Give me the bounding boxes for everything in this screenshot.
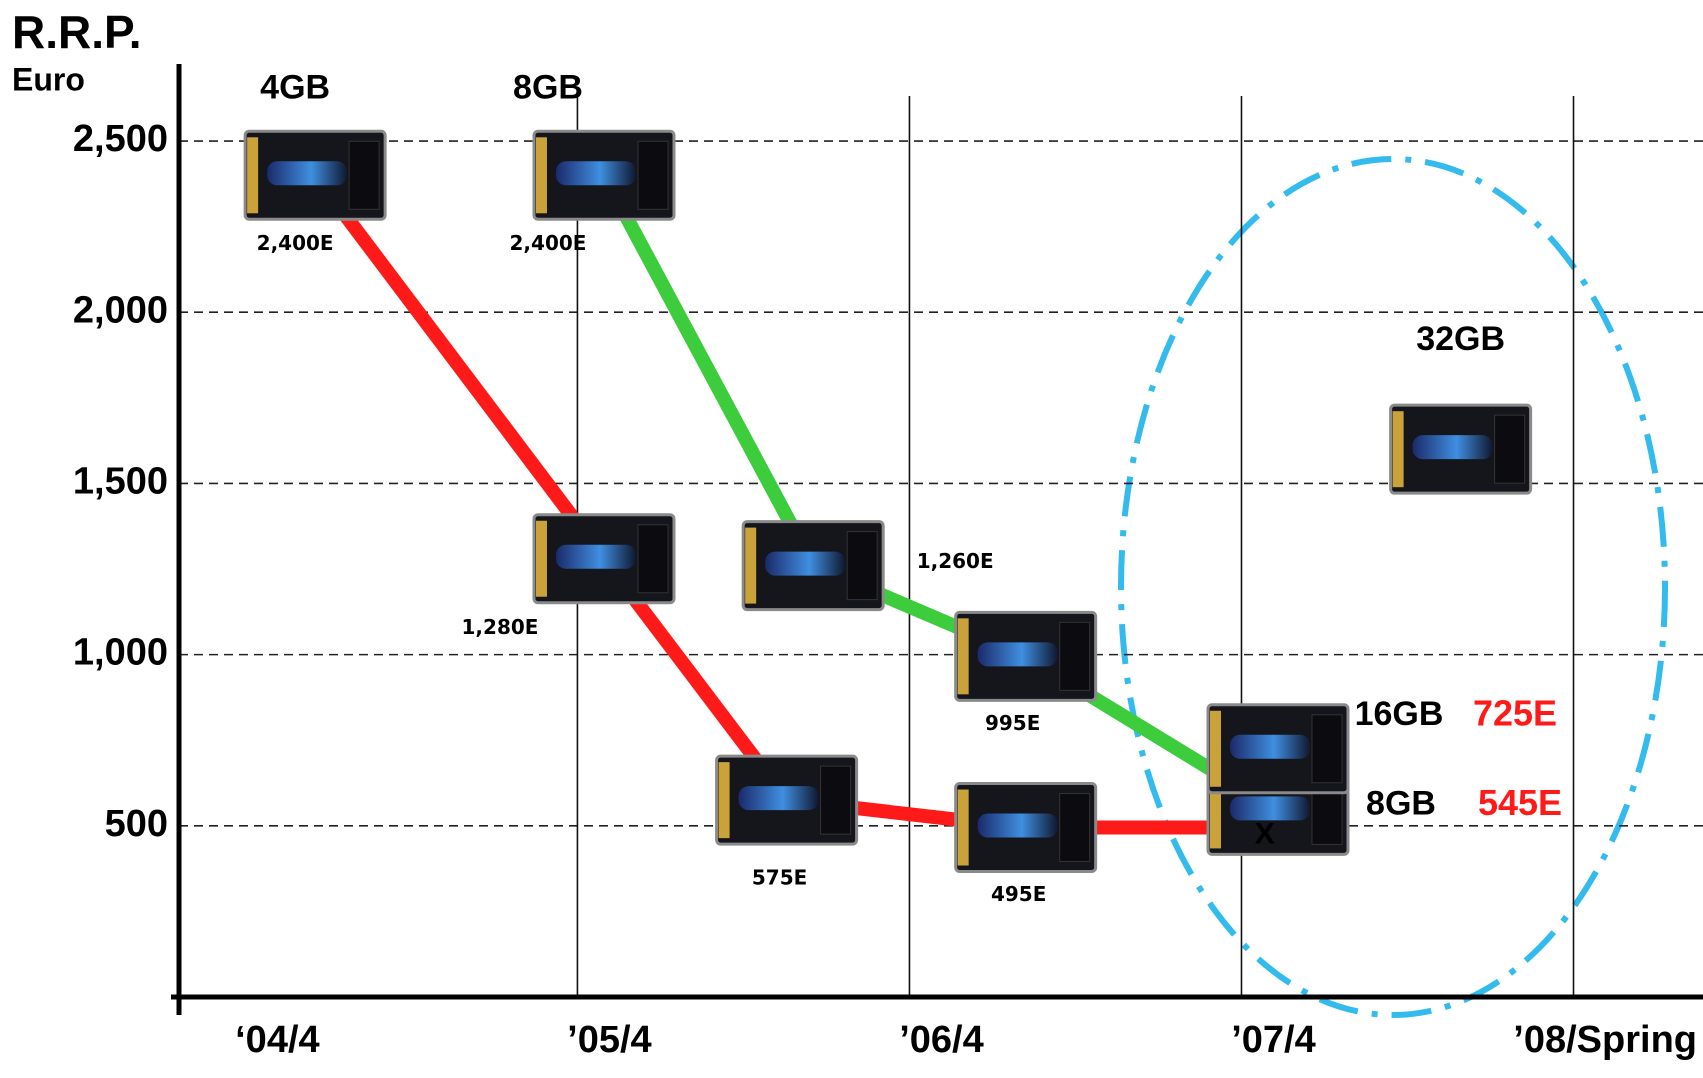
chart-title: R.R.P. [12,6,142,58]
highlight-ellipse [1118,156,1668,1018]
value-label: 1,260E [917,549,994,573]
card-contacts [718,762,730,839]
card-swoosh [267,161,348,186]
card-contacts [745,527,757,604]
card-swoosh [1412,435,1493,460]
value-label: 495E [991,882,1046,906]
memory-card [715,754,859,846]
y-tick-label: 1,500 [73,460,168,502]
card-window [348,140,380,210]
memory-card [741,520,885,612]
series-name: 8GB [1366,784,1436,822]
card-window [637,140,669,210]
card-swoosh [555,544,636,569]
card-contacts [1392,411,1404,488]
card-swoosh [765,551,846,576]
value-label: 2,400E [257,231,334,255]
card-swoosh [738,786,819,811]
value-label: 2,400E [510,231,587,255]
series-name: 8GB [513,68,583,106]
memory-card [954,782,1098,874]
card-swoosh [977,642,1058,667]
series-name: 4GB [260,68,330,106]
y-tick-label: 1,000 [73,632,168,674]
x-tick-label: ’05/4 [567,1019,652,1061]
card-window [1311,714,1343,784]
x-tick-label: ‘04/4 [235,1019,320,1061]
end-annotation: X [1255,817,1275,850]
y-tick-label: 2,500 [73,118,168,160]
value-label: 1,280E [462,615,539,639]
value-label: 545E [1478,782,1562,823]
card-swoosh [1230,734,1311,759]
series-line [597,171,1282,817]
value-label: 995E [985,711,1040,735]
card-window [846,531,878,601]
memory-card [1389,403,1533,495]
card-contacts [535,137,547,214]
y-tick-label: 2,000 [73,289,168,331]
series-name: 32GB [1416,320,1505,358]
x-tick-label: ’07/4 [1231,1019,1316,1061]
card-swoosh [1230,796,1311,821]
card-contacts [535,520,547,597]
memory-card [532,129,676,221]
cards [243,129,1533,874]
memory-card [243,129,387,221]
card-window [1059,621,1091,691]
card-contacts [1210,710,1222,787]
y-tick-label: 500 [105,803,168,845]
value-label: 725E [1473,692,1557,733]
value-label: 575E [752,866,807,890]
card-swoosh [555,161,636,186]
series-name: 16GB [1355,695,1444,733]
card-window [1494,414,1526,484]
card-swoosh [977,813,1058,838]
x-tick-label: ’08/Spring [1513,1019,1697,1061]
memory-card [1206,703,1350,795]
card-contacts [247,137,259,214]
card-contacts [957,789,969,866]
card-contacts [957,618,969,695]
memory-card [532,513,676,605]
x-tick-label: ’06/4 [899,1019,984,1061]
card-window [1059,793,1091,863]
lines [309,171,1282,835]
memory-card [954,610,1098,702]
card-window [820,765,852,835]
y-axis-label: Euro [12,61,85,97]
labels: 2,400E 1,280E 575E 495E X 4GB 2,400E 1,260E 995E… [257,68,1562,906]
series-line [309,171,1265,835]
card-window [637,524,669,594]
card-contacts [1210,772,1222,849]
